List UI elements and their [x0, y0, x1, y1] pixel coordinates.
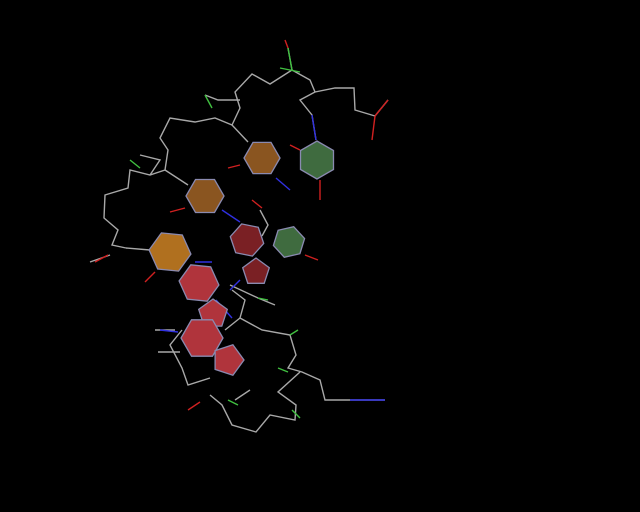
- oxygen-bond: [304, 254, 319, 261]
- pyrimidine-ring: [243, 141, 281, 175]
- purine-six-ring: [180, 319, 224, 357]
- nitrogen-bond: [229, 279, 241, 291]
- purine-five-ring: [241, 257, 271, 284]
- backbone-bond: [169, 329, 211, 386]
- backbone-bond: [229, 284, 276, 306]
- phosphorus-bond: [129, 159, 141, 169]
- phosphorus-bond: [277, 367, 289, 373]
- backbone-bond: [125, 247, 151, 251]
- purine-six-ring: [178, 264, 220, 302]
- pyrimidine-ring: [299, 140, 335, 180]
- phosphorus-bond: [257, 297, 269, 301]
- backbone-bond: [164, 169, 189, 186]
- backbone-bond: [103, 47, 293, 249]
- backbone-bond: [291, 69, 389, 117]
- backbone-bond: [298, 91, 317, 141]
- purine-five-ring: [214, 344, 245, 376]
- oxygen-bond: [371, 115, 376, 141]
- oxygen-bond: [144, 271, 156, 283]
- backbone-bond: [204, 94, 240, 101]
- purine-six-ring: [229, 223, 265, 257]
- nitrogen-bond: [159, 329, 179, 333]
- pyrimidine-ring: [272, 225, 306, 259]
- phosphorus-bond: [287, 47, 293, 71]
- backbone-bond: [139, 154, 162, 176]
- nitrogen-bond: [221, 209, 241, 223]
- oxygen-bond: [251, 199, 263, 209]
- backbone-bond: [231, 289, 385, 401]
- backbone-bond: [259, 209, 269, 237]
- backbone-bond: [234, 389, 251, 401]
- oxygen-bond: [94, 254, 109, 263]
- phosphorus-bond: [279, 67, 301, 73]
- phosphorus-bond: [227, 399, 239, 406]
- oxygen-bond: [227, 164, 241, 169]
- phosphorus-bond: [291, 409, 301, 419]
- phosphorus-bond: [289, 329, 299, 336]
- oxygen-bond: [289, 144, 301, 151]
- phosphorus-bond: [204, 94, 213, 109]
- backbone-bond: [224, 317, 241, 331]
- oxygen-bond: [169, 207, 186, 213]
- oxygen-bond: [187, 401, 201, 411]
- oxygen-bond: [284, 39, 289, 49]
- nitrogen-bond: [275, 177, 291, 191]
- pyrimidine-ring: [148, 232, 192, 272]
- nitrogen-bond: [311, 114, 317, 141]
- backbone-bond: [209, 371, 301, 433]
- oxygen-bond: [374, 99, 389, 117]
- backbone-bond: [231, 124, 249, 143]
- pyrimidine-ring: [185, 178, 225, 214]
